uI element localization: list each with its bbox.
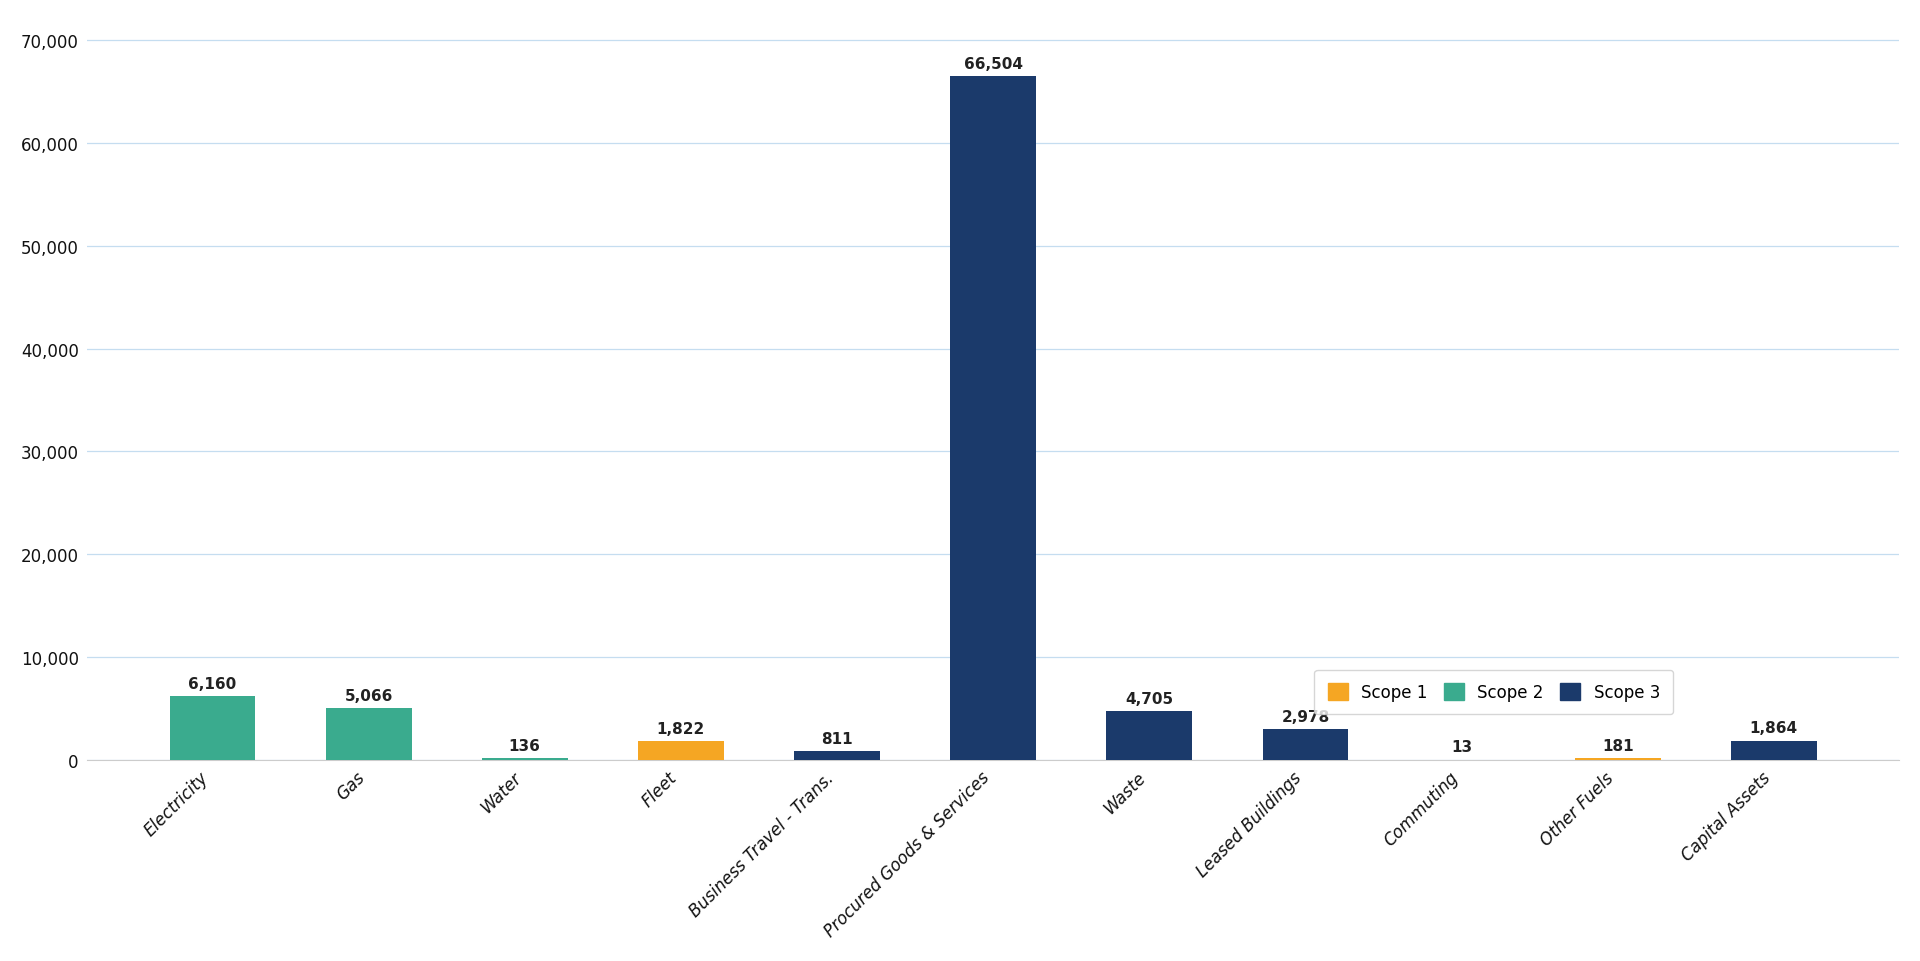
Text: 811: 811 <box>822 731 852 747</box>
Text: 13: 13 <box>1452 740 1473 754</box>
Bar <box>326 708 411 760</box>
Bar <box>169 697 255 760</box>
Text: 2,978: 2,978 <box>1281 709 1329 725</box>
Bar <box>1263 729 1348 760</box>
Bar <box>1732 741 1816 760</box>
Bar <box>1106 712 1192 760</box>
Legend: Scope 1, Scope 2, Scope 3: Scope 1, Scope 2, Scope 3 <box>1315 670 1674 715</box>
Text: 1,822: 1,822 <box>657 721 705 736</box>
Text: 136: 136 <box>509 738 541 753</box>
Bar <box>795 752 879 760</box>
Bar <box>482 758 568 760</box>
Text: 181: 181 <box>1601 738 1634 753</box>
Text: 5,066: 5,066 <box>344 688 394 702</box>
Bar <box>950 77 1037 760</box>
Bar <box>1574 758 1661 760</box>
Text: 1,864: 1,864 <box>1749 721 1797 736</box>
Text: 4,705: 4,705 <box>1125 692 1173 706</box>
Text: 66,504: 66,504 <box>964 57 1023 72</box>
Bar <box>637 741 724 760</box>
Text: 6,160: 6,160 <box>188 677 236 692</box>
